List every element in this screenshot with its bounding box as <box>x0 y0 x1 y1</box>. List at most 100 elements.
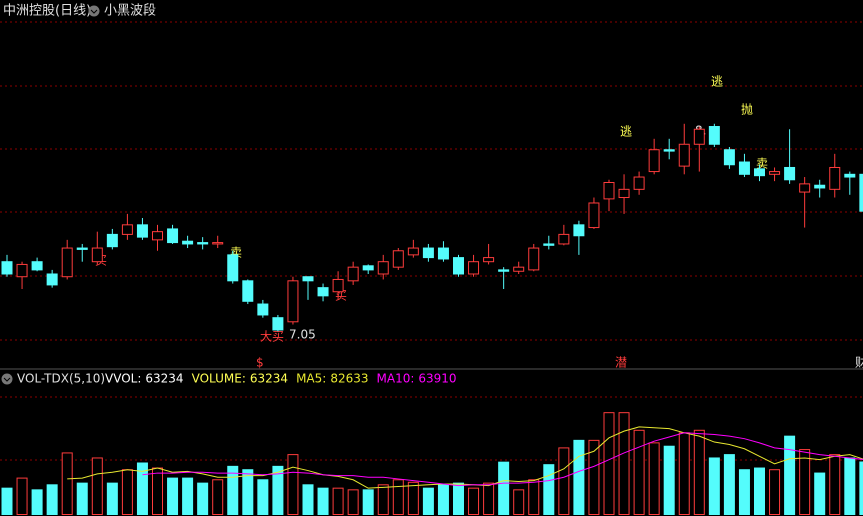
candle-body <box>167 228 179 244</box>
candle-body <box>513 266 525 272</box>
volume-bar <box>242 469 254 516</box>
dropdown-arrow <box>3 377 11 382</box>
candle-body <box>437 247 449 260</box>
volume-bar <box>437 484 449 516</box>
signal-label: 财 <box>855 356 863 370</box>
volume-bar <box>814 472 826 515</box>
volume-bar <box>678 432 690 516</box>
candle-body <box>46 273 58 286</box>
volume-bar <box>422 487 434 515</box>
candle-body <box>407 247 419 256</box>
volume-bar <box>302 484 314 516</box>
volume-bar <box>844 457 856 515</box>
dropdown-icon[interactable] <box>88 5 100 17</box>
candle-body <box>814 184 826 189</box>
volume-bar <box>829 454 841 516</box>
candle-body <box>468 261 480 275</box>
candle-body <box>558 233 570 245</box>
candle-body <box>844 173 856 178</box>
volume-bar <box>663 445 675 515</box>
candle-body <box>754 168 765 177</box>
volume-bar <box>513 489 525 516</box>
legend-label: MA5: <box>296 372 326 386</box>
candle-body <box>799 183 811 193</box>
volume-bar <box>61 452 73 516</box>
candle-body <box>784 166 796 181</box>
volume-bar <box>257 479 269 516</box>
dropdown-icon[interactable] <box>1 373 13 385</box>
volume-bar <box>362 489 374 516</box>
candle-body <box>483 257 495 263</box>
legend-value: 63234 <box>145 372 183 386</box>
candle-body <box>603 182 615 200</box>
candle-body <box>392 250 404 268</box>
candle-body <box>212 242 224 245</box>
volume-bar <box>528 479 540 516</box>
volume-bar <box>31 489 43 516</box>
annotation: 逃 <box>620 125 632 139</box>
volume-bar <box>91 457 103 515</box>
volume-bar <box>392 479 404 516</box>
candle-body <box>106 233 118 248</box>
legend-label: VOLUME: <box>192 372 246 386</box>
volume-bar <box>603 412 615 516</box>
candle-body <box>829 166 841 190</box>
candle-body <box>287 280 299 323</box>
candle-body <box>859 173 863 212</box>
candle-body <box>197 242 209 245</box>
candle-body <box>588 202 600 229</box>
volume-bar <box>648 442 660 516</box>
legend-label: VVOL: <box>105 372 141 386</box>
candle-body <box>136 224 148 238</box>
volume-bar <box>468 487 480 515</box>
volume-bar <box>799 449 811 516</box>
legend-value: 63910 <box>418 372 456 386</box>
candle-body <box>61 247 73 278</box>
annotation: 抛 <box>741 102 753 117</box>
volume-bar <box>377 484 389 516</box>
volume-bar <box>453 482 464 515</box>
signal-label: 潜 <box>615 356 627 370</box>
candle-body <box>708 126 720 145</box>
volume-bar <box>498 461 510 515</box>
volume-bar <box>588 439 600 515</box>
candle-body <box>347 266 359 282</box>
annotation: 逃 <box>711 75 723 89</box>
legend-label: MA10: <box>377 372 415 386</box>
candle-body <box>723 149 735 166</box>
volume-bar <box>167 477 179 515</box>
volume-bar <box>754 467 765 515</box>
candle-body <box>257 303 269 316</box>
volume-bar <box>287 454 299 516</box>
candle-body <box>422 247 434 259</box>
volume-bar <box>182 477 194 515</box>
volume-bar <box>227 465 239 515</box>
chart-title: 中洲控股(日线) <box>3 4 91 19</box>
candle-body <box>633 176 645 190</box>
candle-body <box>317 287 329 297</box>
volume-bar <box>723 454 735 516</box>
volume-bar <box>76 482 88 515</box>
volume-bar <box>272 465 284 515</box>
volume-bar <box>708 457 720 515</box>
volume-bar <box>407 481 419 515</box>
candle-body <box>76 247 88 250</box>
candle-body <box>543 243 555 246</box>
volume-bar <box>197 482 209 515</box>
volume-bar <box>618 412 630 516</box>
volume-bar <box>693 429 705 515</box>
candle-body <box>302 276 314 282</box>
candle-body <box>121 224 133 235</box>
candle-body <box>738 161 750 175</box>
volume-bar <box>573 439 585 515</box>
volume-bar <box>558 447 570 515</box>
candle-body <box>272 317 284 331</box>
volume-bar <box>769 469 781 516</box>
volume-bar <box>317 487 329 515</box>
volume-bar <box>16 477 28 515</box>
legend-value: 82633 <box>330 372 368 386</box>
candle-body <box>618 188 630 199</box>
candle-body <box>242 280 254 302</box>
